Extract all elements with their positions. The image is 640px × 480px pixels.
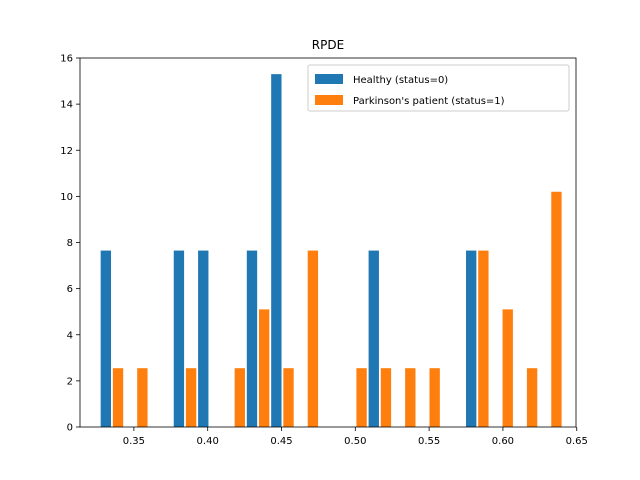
bar-series0-bin0: [100, 250, 112, 427]
bar-series1-bin8: [307, 250, 319, 427]
y-axis-ticks: 0 2 4 6 8 10 12 14 16: [60, 54, 80, 434]
bar-series1-bin16: [502, 309, 513, 427]
bar-series1-bin15: [478, 250, 489, 427]
bar-series0-bin11: [368, 250, 379, 427]
bar-series0-bin3: [173, 250, 185, 427]
legend-label-0: Healthy (status=0): [353, 75, 448, 86]
legend-swatch-0: [315, 74, 343, 84]
bar-series1-bin1: [137, 368, 148, 427]
x-tick-label: 0.35: [123, 436, 145, 447]
bar-series0-bin15: [466, 250, 477, 427]
bar-series1-bin3: [185, 368, 197, 427]
bars-layer: [100, 74, 562, 427]
y-tick-label: 14: [60, 100, 73, 111]
legend-label-1: Parkinson's patient (status=1): [353, 96, 505, 107]
bar-series1-bin0: [112, 368, 124, 427]
x-tick-label: 0.45: [270, 436, 292, 447]
bar-series1-bin12: [405, 368, 416, 427]
bar-series1-bin10: [356, 368, 367, 427]
y-tick-label: 0: [67, 423, 73, 434]
y-tick-label: 12: [60, 146, 73, 157]
legend: Healthy (status=0) Parkinson's patient (s…: [307, 64, 570, 112]
legend-box: [307, 64, 570, 112]
bar-series1-bin17: [526, 368, 538, 427]
legend-swatch-1: [315, 95, 343, 105]
y-tick-label: 6: [67, 284, 73, 295]
y-tick-label: 16: [60, 54, 73, 65]
bar-series0-bin6: [246, 250, 258, 427]
bar-series1-bin6: [258, 309, 270, 427]
bar-series0-bin4: [198, 250, 209, 427]
bar-series0-bin7: [271, 74, 282, 427]
bar-series1-bin5: [234, 368, 245, 427]
bar-series1-bin7: [283, 368, 294, 427]
x-tick-label: 0.55: [418, 436, 440, 447]
y-tick-label: 4: [67, 330, 73, 341]
x-axis-ticks: 0.35 0.40 0.45 0.50 0.55 0.60 0.65: [123, 427, 588, 447]
y-tick-label: 8: [67, 238, 73, 249]
x-tick-label: 0.60: [492, 436, 514, 447]
x-tick-label: 0.40: [197, 436, 219, 447]
y-tick-label: 10: [60, 192, 73, 203]
bar-series1-bin18: [551, 191, 562, 427]
bar-series1-bin13: [429, 368, 440, 427]
x-tick-label: 0.65: [566, 436, 588, 447]
bar-series1-bin11: [380, 368, 392, 427]
y-tick-label: 2: [67, 376, 73, 387]
chart-title: RPDE: [312, 38, 344, 52]
x-tick-label: 0.50: [344, 436, 366, 447]
